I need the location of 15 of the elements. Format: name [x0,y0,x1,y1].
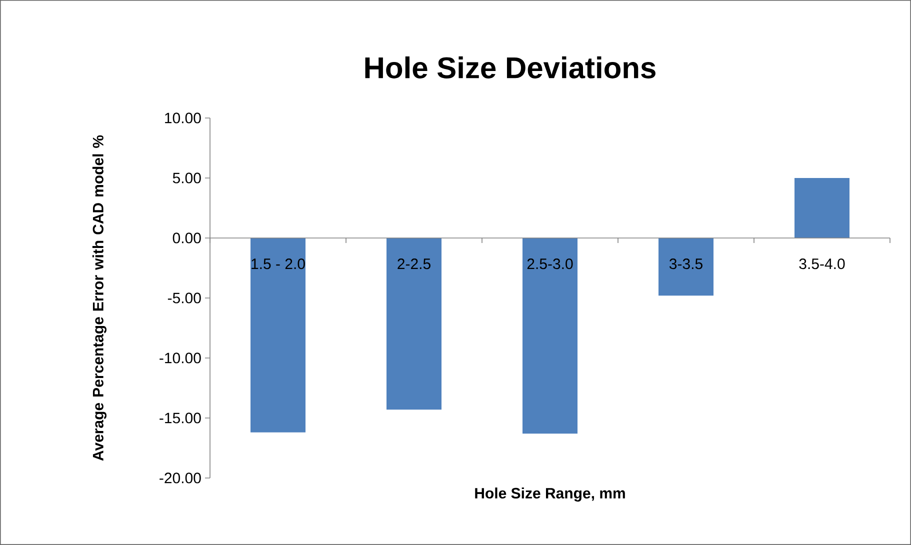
y-axis-title: Average Percentage Error with CAD model % [92,135,106,461]
x-tick-label: 1.5 - 2.0 [252,258,305,270]
x-tick-label: 2.5-3.0 [527,258,573,270]
y-tick-label: -15.00 [160,412,201,424]
y-tick-label: -20.00 [160,472,201,484]
x-tick-label: 3-3.5 [669,258,702,270]
y-tick-label: 10.00 [165,112,201,124]
x-axis-title: Hole Size Range, mm [475,488,625,502]
x-tick-label: 2-2.5 [398,258,430,270]
y-tick-label: -10.00 [160,352,201,364]
y-tick-label: 0.00 [172,232,201,244]
x-tick-label: 3.5-4.0 [799,258,845,270]
chart-title: Hole Size Deviations [365,56,656,78]
y-tick-label: -5.00 [168,292,201,304]
y-tick-label: 5.00 [172,172,201,184]
